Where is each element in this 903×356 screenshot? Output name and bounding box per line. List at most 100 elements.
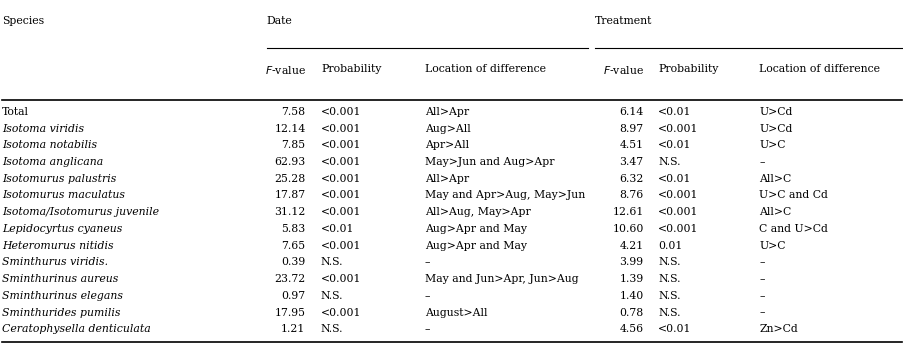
- Text: 6.14: 6.14: [619, 107, 643, 117]
- Text: Aug>Apr and May: Aug>Apr and May: [424, 241, 526, 251]
- Text: N.S.: N.S.: [321, 257, 343, 267]
- Text: U>C: U>C: [759, 140, 785, 150]
- Text: <0.01: <0.01: [657, 107, 691, 117]
- Text: <0.001: <0.001: [657, 207, 698, 217]
- Text: <0.001: <0.001: [321, 308, 361, 318]
- Text: 12.61: 12.61: [611, 207, 643, 217]
- Text: <0.01: <0.01: [657, 174, 691, 184]
- Text: Sminthurinus aureus: Sminthurinus aureus: [2, 274, 118, 284]
- Text: –: –: [759, 291, 764, 301]
- Text: Location of difference: Location of difference: [424, 64, 545, 74]
- Text: U>C: U>C: [759, 241, 785, 251]
- Text: Zn>Cd: Zn>Cd: [759, 324, 797, 334]
- Text: 0.01: 0.01: [657, 241, 682, 251]
- Text: <0.01: <0.01: [657, 324, 691, 334]
- Text: 25.28: 25.28: [274, 174, 305, 184]
- Text: 17.95: 17.95: [275, 308, 305, 318]
- Text: Location of difference: Location of difference: [759, 64, 880, 74]
- Text: U>Cd: U>Cd: [759, 124, 792, 134]
- Text: 3.47: 3.47: [619, 157, 643, 167]
- Text: Isotoma viridis: Isotoma viridis: [2, 124, 84, 134]
- Text: 10.60: 10.60: [611, 224, 643, 234]
- Text: 7.58: 7.58: [281, 107, 305, 117]
- Text: –: –: [424, 291, 430, 301]
- Text: U>C and Cd: U>C and Cd: [759, 190, 827, 200]
- Text: Probability: Probability: [321, 64, 381, 74]
- Text: Sminthurides pumilis: Sminthurides pumilis: [2, 308, 120, 318]
- Text: –: –: [759, 157, 764, 167]
- Text: 6.32: 6.32: [619, 174, 643, 184]
- Text: Isotoma notabilis: Isotoma notabilis: [2, 140, 97, 150]
- Text: Species: Species: [2, 16, 44, 26]
- Text: Isotoma/Isotomurus juvenile: Isotoma/Isotomurus juvenile: [2, 207, 159, 217]
- Text: –: –: [759, 308, 764, 318]
- Text: Heteromurus nitidis: Heteromurus nitidis: [2, 241, 113, 251]
- Text: N.S.: N.S.: [657, 291, 680, 301]
- Text: N.S.: N.S.: [657, 257, 680, 267]
- Text: <0.001: <0.001: [657, 224, 698, 234]
- Text: Lepidocyrtus cyaneus: Lepidocyrtus cyaneus: [2, 224, 122, 234]
- Text: –: –: [759, 257, 764, 267]
- Text: Aug>All: Aug>All: [424, 124, 470, 134]
- Text: <0.001: <0.001: [657, 124, 698, 134]
- Text: <0.001: <0.001: [321, 241, 361, 251]
- Text: 8.97: 8.97: [619, 124, 643, 134]
- Text: Total: Total: [2, 107, 29, 117]
- Text: Ceratophysella denticulata: Ceratophysella denticulata: [2, 324, 151, 334]
- Text: Date: Date: [266, 16, 292, 26]
- Text: Isotomurus palustris: Isotomurus palustris: [2, 174, 116, 184]
- Text: <0.001: <0.001: [321, 274, 361, 284]
- Text: 5.83: 5.83: [281, 224, 305, 234]
- Text: August>All: August>All: [424, 308, 487, 318]
- Text: <0.001: <0.001: [321, 174, 361, 184]
- Text: All>C: All>C: [759, 207, 791, 217]
- Text: N.S.: N.S.: [321, 324, 343, 334]
- Text: N.S.: N.S.: [657, 157, 680, 167]
- Text: 7.65: 7.65: [281, 241, 305, 251]
- Text: 1.21: 1.21: [281, 324, 305, 334]
- Text: Isotomurus maculatus: Isotomurus maculatus: [2, 190, 125, 200]
- Text: 8.76: 8.76: [619, 190, 643, 200]
- Text: 4.21: 4.21: [619, 241, 643, 251]
- Text: 1.40: 1.40: [619, 291, 643, 301]
- Text: May>Jun and Aug>Apr: May>Jun and Aug>Apr: [424, 157, 554, 167]
- Text: May and Jun>Apr, Jun>Aug: May and Jun>Apr, Jun>Aug: [424, 274, 578, 284]
- Text: N.S.: N.S.: [657, 274, 680, 284]
- Text: U>Cd: U>Cd: [759, 107, 792, 117]
- Text: 3.99: 3.99: [619, 257, 643, 267]
- Text: All>C: All>C: [759, 174, 791, 184]
- Text: C and U>Cd: C and U>Cd: [759, 224, 827, 234]
- Text: Sminthurus viridis.: Sminthurus viridis.: [2, 257, 107, 267]
- Text: Treatment: Treatment: [594, 16, 651, 26]
- Text: <0.001: <0.001: [321, 190, 361, 200]
- Text: 31.12: 31.12: [274, 207, 305, 217]
- Text: 4.56: 4.56: [619, 324, 643, 334]
- Text: May and Apr>Aug, May>Jun: May and Apr>Aug, May>Jun: [424, 190, 584, 200]
- Text: 0.97: 0.97: [281, 291, 305, 301]
- Text: 23.72: 23.72: [274, 274, 305, 284]
- Text: <0.001: <0.001: [321, 140, 361, 150]
- Text: <0.01: <0.01: [321, 224, 354, 234]
- Text: Probability: Probability: [657, 64, 718, 74]
- Text: Isotoma anglicana: Isotoma anglicana: [2, 157, 103, 167]
- Text: $\mathit{F}$-value: $\mathit{F}$-value: [265, 64, 305, 76]
- Text: Aug>Apr and May: Aug>Apr and May: [424, 224, 526, 234]
- Text: <0.001: <0.001: [657, 190, 698, 200]
- Text: 7.85: 7.85: [281, 140, 305, 150]
- Text: –: –: [424, 257, 430, 267]
- Text: <0.01: <0.01: [657, 140, 691, 150]
- Text: <0.001: <0.001: [321, 107, 361, 117]
- Text: 17.87: 17.87: [275, 190, 305, 200]
- Text: N.S.: N.S.: [321, 291, 343, 301]
- Text: –: –: [759, 274, 764, 284]
- Text: Apr>All: Apr>All: [424, 140, 469, 150]
- Text: N.S.: N.S.: [657, 308, 680, 318]
- Text: 4.51: 4.51: [619, 140, 643, 150]
- Text: <0.001: <0.001: [321, 157, 361, 167]
- Text: All>Aug, May>Apr: All>Aug, May>Apr: [424, 207, 530, 217]
- Text: 0.78: 0.78: [619, 308, 643, 318]
- Text: <0.001: <0.001: [321, 207, 361, 217]
- Text: 62.93: 62.93: [274, 157, 305, 167]
- Text: 12.14: 12.14: [274, 124, 305, 134]
- Text: 0.39: 0.39: [281, 257, 305, 267]
